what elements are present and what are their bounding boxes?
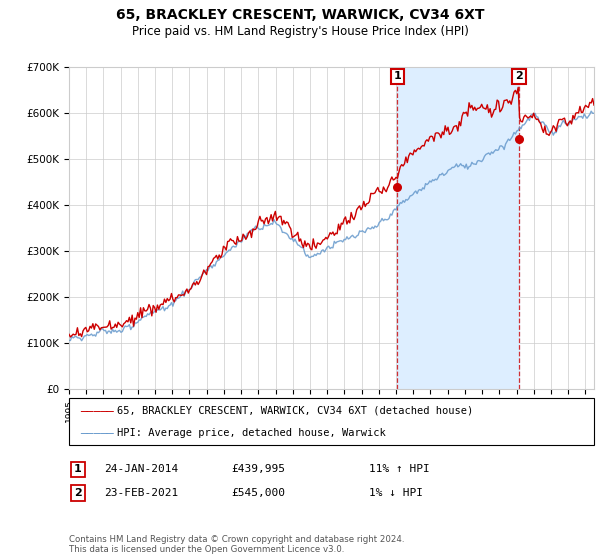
Text: HPI: Average price, detached house, Warwick: HPI: Average price, detached house, Warw… [117,428,386,438]
Text: 65, BRACKLEY CRESCENT, WARWICK, CV34 6XT: 65, BRACKLEY CRESCENT, WARWICK, CV34 6XT [116,8,484,22]
Text: 2: 2 [74,488,82,498]
Text: 23-FEB-2021: 23-FEB-2021 [104,488,178,498]
Text: Price paid vs. HM Land Registry's House Price Index (HPI): Price paid vs. HM Land Registry's House … [131,25,469,38]
Text: £545,000: £545,000 [231,488,285,498]
Text: Contains HM Land Registry data © Crown copyright and database right 2024.
This d: Contains HM Land Registry data © Crown c… [69,535,404,554]
Text: 1% ↓ HPI: 1% ↓ HPI [369,488,423,498]
Text: 1: 1 [74,464,82,474]
Text: 65, BRACKLEY CRESCENT, WARWICK, CV34 6XT (detached house): 65, BRACKLEY CRESCENT, WARWICK, CV34 6XT… [117,406,473,416]
Point [392,183,402,192]
Text: 11% ↑ HPI: 11% ↑ HPI [369,464,430,474]
Text: 2: 2 [515,71,523,81]
Text: 1: 1 [394,71,401,81]
Bar [397,67,519,389]
Text: 24-JAN-2014: 24-JAN-2014 [104,464,178,474]
Text: £439,995: £439,995 [231,464,285,474]
Text: ─────: ───── [80,428,113,438]
Point [514,134,524,143]
Text: ─────: ───── [80,406,113,416]
